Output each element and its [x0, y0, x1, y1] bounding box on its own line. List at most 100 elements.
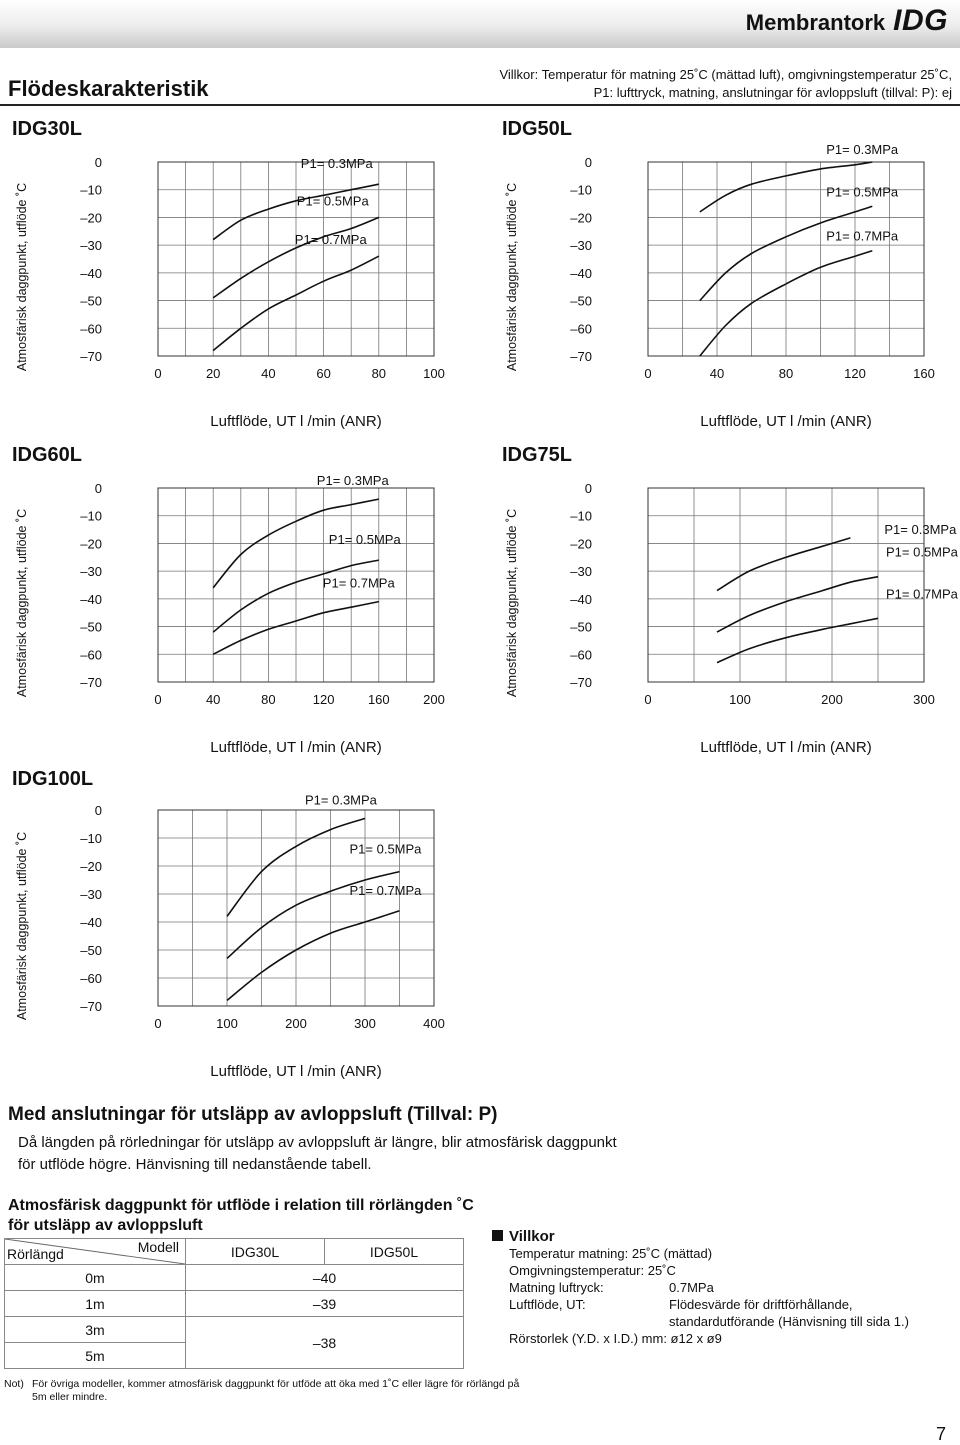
- series-line: [212, 498, 379, 589]
- y-axis-label: Atmosfärisk daggpunkt, utflöde ˚C: [15, 509, 29, 697]
- villkor-value: 0.7MPa: [669, 1280, 714, 1295]
- x-tick-label: 0: [154, 692, 161, 707]
- y-tick-label: –70: [80, 999, 102, 1014]
- y-tick-label: –60: [80, 647, 102, 662]
- series-line: [699, 205, 873, 302]
- y-tick-label: –60: [80, 321, 102, 336]
- row-value: –39: [185, 1290, 464, 1317]
- y-tick-label: 0: [95, 803, 102, 818]
- y-tick-label: –70: [80, 675, 102, 690]
- chart-title: IDG50L: [502, 118, 573, 140]
- y-tick-label: 0: [585, 481, 592, 496]
- table-row: 0m –40: [4, 1264, 464, 1291]
- villkor-title-row: Villkor: [492, 1228, 952, 1245]
- series-label: P1= 0.5MPa: [297, 193, 370, 208]
- y-tick-label: –70: [570, 349, 592, 364]
- villkor-row: Matning luftryck: 0.7MPa: [509, 1279, 952, 1296]
- y-tick-label: –60: [570, 647, 592, 662]
- y-tick-label: –10: [570, 509, 592, 524]
- row-value: –40: [185, 1264, 464, 1291]
- chart-title: IDG75L: [502, 444, 573, 466]
- series-label: P1= 0.5MPa: [826, 184, 899, 199]
- x-tick-label: 300: [913, 692, 935, 707]
- villkor-line-2: Omgivningstemperatur: 25˚C: [509, 1263, 676, 1278]
- x-axis-label: Luftflöde, UT l /min (ANR): [210, 413, 381, 430]
- x-tick-label: 100: [729, 692, 751, 707]
- chart-panel-idg75l: 0 –10 –20 –30 –40 –50 –60 –70 0 100 200 300 Luftflöd…: [494, 440, 959, 756]
- y-tick-label: –30: [80, 564, 102, 579]
- villkor-title: Villkor: [509, 1228, 555, 1245]
- series-line: [212, 255, 380, 352]
- y-tick-label: –60: [80, 971, 102, 986]
- row-length: 0m: [4, 1264, 186, 1291]
- villkor-key: Matning luftryck:: [509, 1280, 604, 1295]
- col-head-idg30l: IDG30L: [185, 1238, 325, 1265]
- x-tick-label: 40: [710, 366, 724, 381]
- series-label: P1= 0.7MPa: [295, 232, 368, 247]
- header-band: [0, 0, 960, 48]
- x-tick-label: 300: [354, 1016, 376, 1031]
- plot-frame: [647, 161, 925, 357]
- note-label: Not): [4, 1378, 24, 1390]
- y-tick-label: –40: [80, 266, 102, 281]
- plot-frame: [157, 487, 435, 683]
- chart-title: IDG30L: [12, 118, 83, 140]
- option-heading: Med anslutningar för utsläpp av avloppsl…: [8, 1104, 498, 1125]
- y-tick-label: –50: [80, 943, 102, 958]
- y-tick-label: –20: [570, 536, 592, 551]
- section-divider: [0, 104, 960, 106]
- x-tick-label: 0: [154, 366, 161, 381]
- table-row: 1m –39: [4, 1290, 464, 1317]
- footnote: Not) För övriga modeller, kommer atmosfä…: [4, 1378, 524, 1404]
- series-label: P1= 0.5MPa: [350, 842, 423, 857]
- series-line: [716, 617, 879, 664]
- villkor-line-1: Temperatur matning: 25˚C (mättad): [509, 1246, 713, 1261]
- series-line: [699, 249, 873, 357]
- series-label: P1= 0.3MPa: [317, 473, 390, 488]
- x-tick-label: 40: [206, 692, 220, 707]
- y-tick-label: –40: [570, 592, 592, 607]
- x-tick-label: 60: [316, 366, 330, 381]
- series-line: [212, 559, 379, 633]
- chart-title: IDG100L: [12, 768, 94, 790]
- x-tick-label: 80: [261, 692, 275, 707]
- x-axis-label: Luftflöde, UT l /min (ANR): [210, 1063, 381, 1080]
- series-line: [212, 216, 380, 299]
- series-line: [226, 817, 366, 917]
- header-title: Membrantork IDG: [746, 4, 948, 38]
- x-tick-label: 200: [821, 692, 843, 707]
- y-tick-label: –50: [80, 294, 102, 309]
- series-label: P1= 0.7MPa: [350, 883, 423, 898]
- y-tick-label: 0: [95, 481, 102, 496]
- x-tick-label: 80: [372, 366, 386, 381]
- x-tick-label: 80: [779, 366, 793, 381]
- x-tick-label: 100: [423, 366, 445, 381]
- dew-point-table: Modell Rörlängd IDG30L IDG50L 0m –40 1m …: [4, 1238, 464, 1369]
- series-line: [226, 910, 400, 1002]
- villkor-content: Temperatur matning: 25˚C (mättad) Omgivn…: [509, 1245, 952, 1347]
- y-tick-label: –40: [80, 592, 102, 607]
- section-title: Flödeskarakteristik: [8, 76, 209, 101]
- x-tick-label: 200: [285, 1016, 307, 1031]
- x-tick-label: 100: [216, 1016, 238, 1031]
- y-tick-label: –30: [570, 564, 592, 579]
- series-label: P1= 0.5MPa: [329, 532, 402, 547]
- plot-frame: [157, 809, 435, 1007]
- chart-svg: 0 –10 –20 –30 –40 –50 –60 –70 0 100 200 300 400 Luftf…: [15, 792, 445, 1080]
- series-label: P1= 0.3MPa: [301, 156, 374, 171]
- chart-panel-idg30l: 0 –10 –20 –30 –40 –50 –60 –70 0 20 40 60 80 100 Luftfl…: [4, 114, 464, 430]
- chart-svg: 0 –10 –20 –30 –40 –50 –60 –70 0 20 40 60 80 100 Luftfl…: [15, 155, 445, 430]
- y-tick-label: –50: [80, 620, 102, 635]
- y-tick-label: –50: [570, 294, 592, 309]
- series-line: [226, 870, 400, 960]
- y-tick-label: –40: [570, 266, 592, 281]
- x-tick-label: 0: [644, 692, 651, 707]
- x-axis-label: Luftflöde, UT l /min (ANR): [700, 413, 871, 430]
- series-line: [212, 600, 379, 656]
- series-name: IDG: [893, 4, 948, 37]
- x-tick-label: 200: [423, 692, 445, 707]
- plot-frame: [647, 487, 925, 683]
- x-tick-label: 400: [423, 1016, 445, 1031]
- x-tick-label: 40: [261, 366, 275, 381]
- series-label: P1= 0.7MPa: [826, 229, 899, 244]
